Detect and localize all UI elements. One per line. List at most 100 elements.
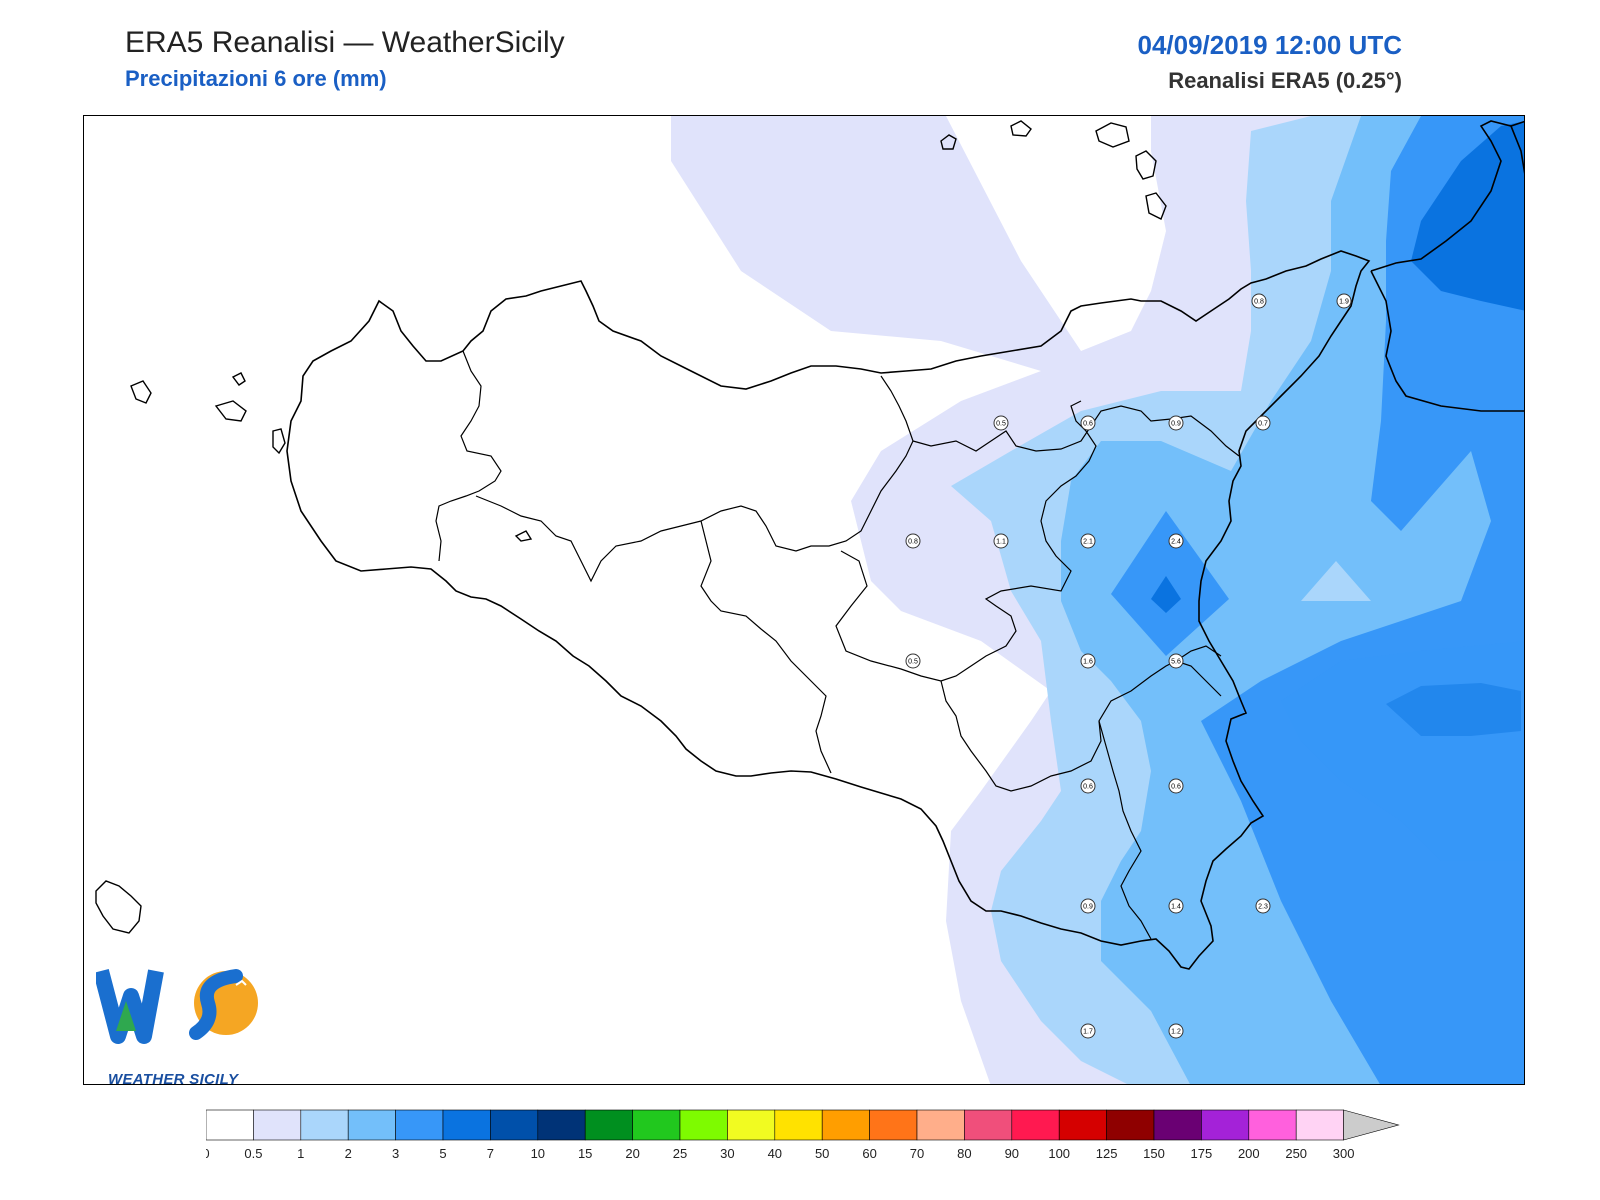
colorbar-cell (679, 1109, 728, 1141)
colorbar-label: 200 (1238, 1146, 1260, 1161)
colorbar-label: 20 (625, 1146, 639, 1161)
colorbar-label: 100 (1048, 1146, 1070, 1161)
station-value: 0.8 (908, 539, 918, 546)
islands (95, 120, 1167, 934)
island-egadi-marettimo (130, 380, 152, 404)
station-marker: 5.6 (1168, 653, 1184, 669)
station-circle (993, 415, 1009, 431)
calabria-coastline (1370, 120, 1524, 412)
station-value: 2.4 (1171, 539, 1181, 546)
colorbar-cell (1106, 1109, 1155, 1141)
colorbar-cell (1201, 1109, 1250, 1141)
station-value: 1.1 (996, 539, 1006, 546)
map-title: ERA5 Reanalisi — WeatherSicily (125, 26, 565, 59)
colorbar-cell (869, 1109, 918, 1141)
model-label: Reanalisi ERA5 (0.25°) (1168, 68, 1402, 93)
weathersicily-logo (96, 968, 258, 1044)
colorbar-cell (584, 1109, 633, 1141)
station-marker: 0.9 (1168, 415, 1184, 431)
island-ustica-lago (514, 530, 533, 542)
colorbar-label: 250 (1285, 1146, 1307, 1161)
station-marker: 0.8 (1251, 293, 1267, 309)
station-marker: 1.2 (1168, 1023, 1184, 1039)
colorbar-cell (1011, 1109, 1060, 1141)
colorbar-label: 90 (1005, 1146, 1019, 1161)
colorbar: 0 0.5 1 2 3 5 7 10 15 20 25 30 40 50 60 70 80 90 100 125 150… (206, 1109, 1400, 1161)
station-marker: 0.8 (905, 533, 921, 549)
station-circle (1080, 1023, 1096, 1039)
station-marker: 1.7 (1080, 1023, 1096, 1039)
boundary-palermo-trapani (435, 350, 502, 562)
colorbar-label: 300 (1333, 1146, 1355, 1161)
colorbar-cell (442, 1109, 491, 1141)
map-datetime: 04/09/2019 12:00 UTC (1137, 30, 1402, 60)
colorbar-label: 3 (392, 1146, 399, 1161)
colorbar-label: 50 (815, 1146, 829, 1161)
station-circle (1168, 778, 1184, 794)
colorbar-label: 15 (578, 1146, 592, 1161)
colorbar-cell (206, 1109, 254, 1141)
colorbar-cells (206, 1109, 1400, 1141)
colorbar-cell (1248, 1109, 1297, 1141)
station-marker: 2.3 (1255, 898, 1271, 914)
station-circle (1168, 898, 1184, 914)
colorbar-label: 25 (673, 1146, 687, 1161)
station-value: 0.6 (1083, 421, 1093, 428)
station-value: 1.6 (1083, 659, 1093, 666)
station-circle (905, 653, 921, 669)
station-markers: 0.8 1.9 0.5 0.6 0.9 0.7 0.8 1.1 2.1 2.4 0.5 1.6 5.6 0… (905, 293, 1352, 1039)
station-marker: 0.9 (1080, 898, 1096, 914)
colorbar-cell (774, 1109, 823, 1141)
station-marker: 0.5 (993, 415, 1009, 431)
station-marker: 0.6 (1080, 415, 1096, 431)
island-salina (1095, 122, 1130, 148)
colorbar-cell (490, 1109, 539, 1141)
island-stagnone (272, 428, 286, 455)
colorbar-cell (253, 1109, 302, 1141)
station-circle (1080, 533, 1096, 549)
boundary-ragusa-siracusa (1098, 720, 1152, 940)
station-value: 0.9 (1083, 904, 1093, 911)
colorbar-label: 10 (531, 1146, 545, 1161)
boundary-palermo-agrigento (475, 375, 914, 583)
station-circle (1168, 1023, 1184, 1039)
station-circle (1080, 898, 1096, 914)
province-boundaries (435, 350, 1240, 940)
colorbar-label: 5 (439, 1146, 446, 1161)
station-value: 0.7 (1258, 421, 1268, 428)
boundary-messina-catania (912, 405, 1240, 457)
logo-text: WEATHER SICILY (108, 1071, 239, 1085)
station-value: 2.1 (1083, 539, 1093, 546)
station-circle (1080, 415, 1096, 431)
station-marker: 0.7 (1255, 415, 1271, 431)
station-circle (993, 533, 1009, 549)
colorbar-cell (347, 1109, 396, 1141)
station-marker: 0.5 (905, 653, 921, 669)
precip-band-5-center-core (1151, 576, 1181, 613)
station-circle (905, 533, 921, 549)
colorbar-label: 150 (1143, 1146, 1165, 1161)
colorbar-cell (1295, 1109, 1344, 1141)
colorbar-label: 0 (206, 1146, 210, 1161)
station-value: 0.9 (1171, 421, 1181, 428)
precip-band-5-ne (1411, 121, 1524, 311)
station-value: 0.5 (996, 421, 1006, 428)
colorbar-label: 1 (297, 1146, 304, 1161)
map-subtitle: Precipitazioni 6 ore (mm) (125, 66, 387, 91)
station-value: 1.2 (1171, 1029, 1181, 1036)
colorbar-label: 7 (487, 1146, 494, 1161)
station-marker: 2.4 (1168, 533, 1184, 549)
station-marker: 1.4 (1168, 898, 1184, 914)
station-value: 0.6 (1083, 784, 1093, 791)
colorbar-label: 125 (1096, 1146, 1118, 1161)
station-circle (1255, 898, 1271, 914)
station-value: 1.4 (1171, 904, 1181, 911)
island-panarea (1010, 120, 1032, 137)
island-lipari (1135, 150, 1157, 180)
station-marker: 2.1 (1080, 533, 1096, 549)
station-value: 2.3 (1258, 904, 1268, 911)
colorbar-overflow-arrow (1343, 1109, 1400, 1141)
precipitation-map: 0.8 1.9 0.5 0.6 0.9 0.7 0.8 1.1 2.1 2.4 0.5 1.6 5.6 0… (95, 116, 1524, 1084)
station-marker: 1.6 (1080, 653, 1096, 669)
colorbar-cell (1153, 1109, 1202, 1141)
